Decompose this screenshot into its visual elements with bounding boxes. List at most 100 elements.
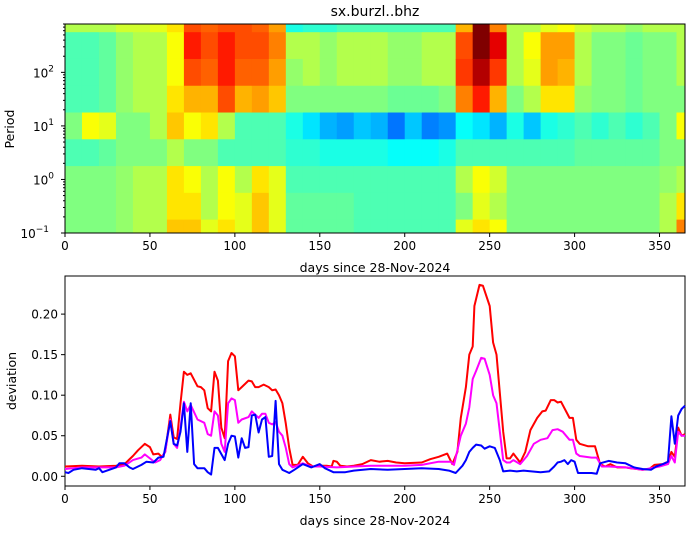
heatmap-cell: [251, 139, 270, 167]
heatmap-cell: [251, 112, 270, 140]
heatmap-cell: [523, 58, 542, 87]
heatmap-cell: [608, 58, 627, 87]
heatmap-cell: [336, 112, 355, 140]
heatmap-cell: [285, 32, 304, 60]
y-tick-label: 0.00: [31, 470, 58, 484]
heatmap-cell: [65, 58, 83, 87]
heatmap-cell: [353, 58, 372, 87]
heatmap-cell: [387, 32, 406, 60]
heatmap-cell: [166, 139, 185, 167]
x-tick-label: 250: [478, 239, 501, 253]
heatmap-cell: [557, 32, 576, 60]
heatmap-cell: [625, 112, 644, 140]
heatmap-cell: [65, 32, 83, 60]
heatmap-cell: [65, 219, 83, 234]
heatmap-cell: [574, 24, 593, 33]
heatmap-cell: [183, 24, 202, 33]
heatmap-cell: [183, 166, 202, 194]
heatmap-cell: [65, 112, 83, 140]
heatmap-cell: [115, 85, 134, 114]
heatmap-cell: [302, 58, 321, 87]
heatmap-cell: [387, 219, 406, 234]
y-tick-label: 102: [33, 64, 54, 80]
heatmap-cell: [98, 32, 117, 60]
heatmap-cell: [234, 24, 253, 33]
heatmap-cell: [676, 192, 686, 221]
heatmap-cell: [132, 219, 151, 234]
heatmap-cell: [285, 112, 304, 140]
heatmap-cell: [370, 192, 389, 221]
heatmap-cell: [285, 192, 304, 221]
x-tick-label: 100: [223, 239, 246, 253]
x-tick-label: 150: [308, 239, 331, 253]
heatmap-cell: [489, 139, 508, 167]
heatmap-cell: [659, 24, 678, 33]
heatmap-cell: [234, 219, 253, 234]
heatmap-cell: [65, 192, 83, 221]
y-tick-label: 0.15: [31, 348, 58, 362]
heatmap-cell: [285, 139, 304, 167]
heatmap-cell: [234, 32, 253, 60]
heatmap-cell: [438, 32, 457, 60]
heatmap-cell: [625, 139, 644, 167]
heatmap-cell: [268, 32, 287, 60]
heatmap-cell: [506, 139, 525, 167]
heatmap-cell: [642, 192, 661, 221]
heatmap-cell: [540, 192, 559, 221]
heatmap-cell: [540, 32, 559, 60]
heatmap-cell: [523, 85, 542, 114]
heatmap-cell: [268, 58, 287, 87]
heatmap-cell: [149, 139, 168, 167]
heatmap-cell: [200, 139, 219, 167]
heatmap-cell: [472, 139, 491, 167]
heatmap-cell: [421, 32, 440, 60]
x-tick-label: 0: [61, 239, 69, 253]
heatmap-cell: [455, 192, 474, 221]
heatmap-cell: [557, 112, 576, 140]
heatmap-cell: [489, 192, 508, 221]
heatmap-cell: [200, 112, 219, 140]
heatmap-cell: [65, 85, 83, 114]
heatmap-cell: [132, 32, 151, 60]
heatmap-cell: [370, 139, 389, 167]
heatmap-cell: [115, 24, 134, 33]
heatmap-cell: [455, 219, 474, 234]
heatmap-cell: [336, 85, 355, 114]
heatmap-cell: [183, 139, 202, 167]
heatmap-cell: [149, 58, 168, 87]
x-tick-label: 100: [223, 492, 246, 506]
heatmap-cell: [421, 219, 440, 234]
heatmap-cell: [115, 192, 134, 221]
heatmap-cell: [132, 24, 151, 33]
heatmap-cell: [676, 58, 686, 87]
x-tick-label: 350: [648, 492, 671, 506]
series-line-1: [64, 356, 685, 471]
heatmap-cell: [319, 166, 338, 194]
heatmap-cell: [115, 112, 134, 140]
heatmap-cell: [506, 24, 525, 33]
heatmap-cell: [319, 219, 338, 234]
heatmap-cell: [506, 192, 525, 221]
heatmap-cell: [574, 85, 593, 114]
heatmap-cell: [251, 24, 270, 33]
heatmap-cell: [574, 166, 593, 194]
heatmap-cell: [438, 139, 457, 167]
heatmap-cell: [557, 219, 576, 234]
heatmap-cell: [132, 85, 151, 114]
heatmap-cell: [591, 139, 610, 167]
line-plot-axes: 0 50 100 150 200 250 300 350 0.00 0.05 0.10 0.15 0.2…: [31, 308, 671, 506]
heatmap-cell: [472, 32, 491, 60]
heatmap-cell: [217, 24, 236, 33]
heatmap-cell: [353, 85, 372, 114]
heatmap-cell: [336, 139, 355, 167]
heatmap-cell: [472, 112, 491, 140]
heatmap-cell: [336, 192, 355, 221]
heatmap-cell: [166, 32, 185, 60]
heatmap-cell: [81, 58, 100, 87]
heatmap-cell: [557, 58, 576, 87]
heatmap-cell: [506, 85, 525, 114]
heatmap-cell: [387, 24, 406, 33]
heatmap-cell: [455, 139, 474, 167]
x-tick-label: 50: [142, 239, 157, 253]
